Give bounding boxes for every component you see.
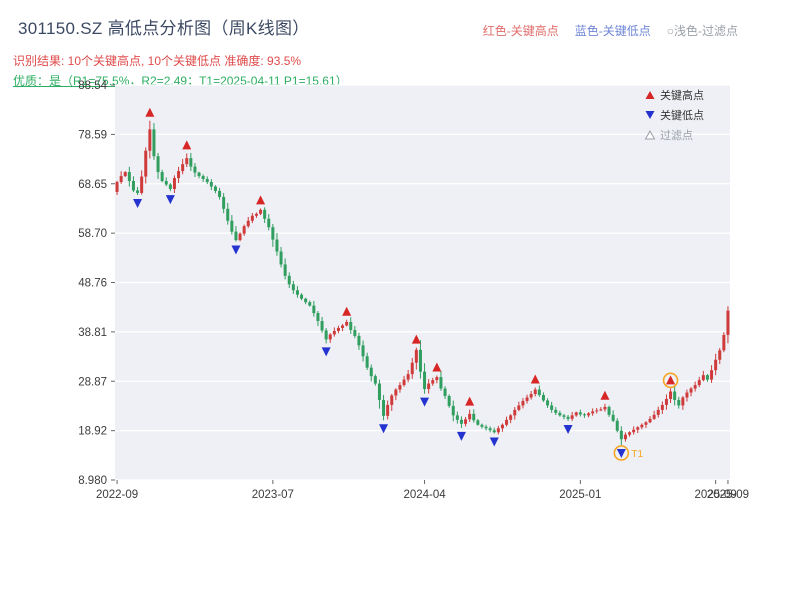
legend-up-triangle-icon: [645, 91, 655, 99]
key-high-marker: [342, 306, 352, 316]
legend-item-label: 过滤点: [660, 129, 693, 142]
legend-item-label: 关键高点: [660, 88, 704, 102]
key-high-marker: [145, 107, 155, 117]
candles: [115, 120, 730, 445]
key-high-marker: [465, 396, 475, 406]
page-title: 301150.SZ 高低点分析图（周K线图）: [18, 19, 310, 38]
svg-text:48.76: 48.76: [78, 278, 107, 290]
key-high-marker: [666, 375, 676, 385]
key-low-marker: [489, 437, 499, 447]
svg-text:2025-09: 2025-09: [707, 489, 749, 501]
svg-text:2023-07: 2023-07: [252, 489, 294, 501]
axes-and-grid: 8.980 18.92 28.87 38.81 48.76 58.70 68.65 78.59…: [78, 80, 749, 501]
svg-text:2025-09: 2025-09: [695, 489, 737, 501]
key-high-marker: [182, 140, 192, 150]
key-low-marker: [231, 245, 241, 255]
svg-text:2022-09: 2022-09: [96, 489, 138, 501]
key-low-marker: [616, 448, 626, 458]
candlestick-chart: 8.980 18.92 28.87 38.81 48.76 58.70 68.65 78.59…: [78, 80, 749, 501]
key-point-markers: T1: [133, 107, 679, 461]
svg-text:88.54: 88.54: [78, 80, 107, 92]
key-high-marker: [530, 374, 540, 384]
key-low-marker: [456, 431, 466, 441]
legend-hollow-triangle-icon: [644, 129, 656, 140]
key-low-marker: [420, 397, 430, 407]
key-low-marker: [165, 195, 175, 205]
legend-down-triangle-icon: [645, 111, 655, 119]
key-low-marker: [133, 199, 143, 209]
svg-text:18.92: 18.92: [78, 426, 107, 438]
key-high-marker: [600, 390, 610, 400]
svg-text:8.980: 8.980: [78, 475, 107, 487]
top-legend-high-label: 红色-关键高点: [482, 24, 559, 38]
key-high-marker: [432, 362, 442, 372]
filter-circle-marker: [662, 372, 679, 389]
svg-text:28.87: 28.87: [78, 376, 107, 388]
svg-text:38.81: 38.81: [78, 327, 107, 339]
svg-text:78.59: 78.59: [78, 129, 107, 141]
top-legend-filtered-label: ○浅色-过滤点: [666, 24, 738, 38]
key-low-marker: [321, 347, 331, 357]
legend-item-label: 关键低点: [660, 108, 704, 122]
circle-label: T1: [631, 449, 643, 460]
top-legend: 红色-关键高点 蓝色-关键低点 ○浅色-过滤点: [483, 22, 738, 39]
svg-text:68.65: 68.65: [78, 179, 107, 191]
key-high-marker: [256, 195, 266, 205]
svg-text:2024-04: 2024-04: [403, 489, 446, 501]
svg-text:58.70: 58.70: [78, 228, 107, 240]
key-high-marker: [411, 334, 421, 344]
top-legend-low-label: 蓝色-关键低点: [574, 24, 651, 38]
recognition-result-text: 识别结果: 10个关键高点, 10个关键低点 准确度: 93.5%: [13, 54, 302, 68]
filter-circle-marker: [613, 445, 630, 461]
key-low-marker: [563, 424, 573, 434]
svg-text:2025-01: 2025-01: [559, 489, 601, 501]
key-low-marker: [379, 424, 389, 434]
